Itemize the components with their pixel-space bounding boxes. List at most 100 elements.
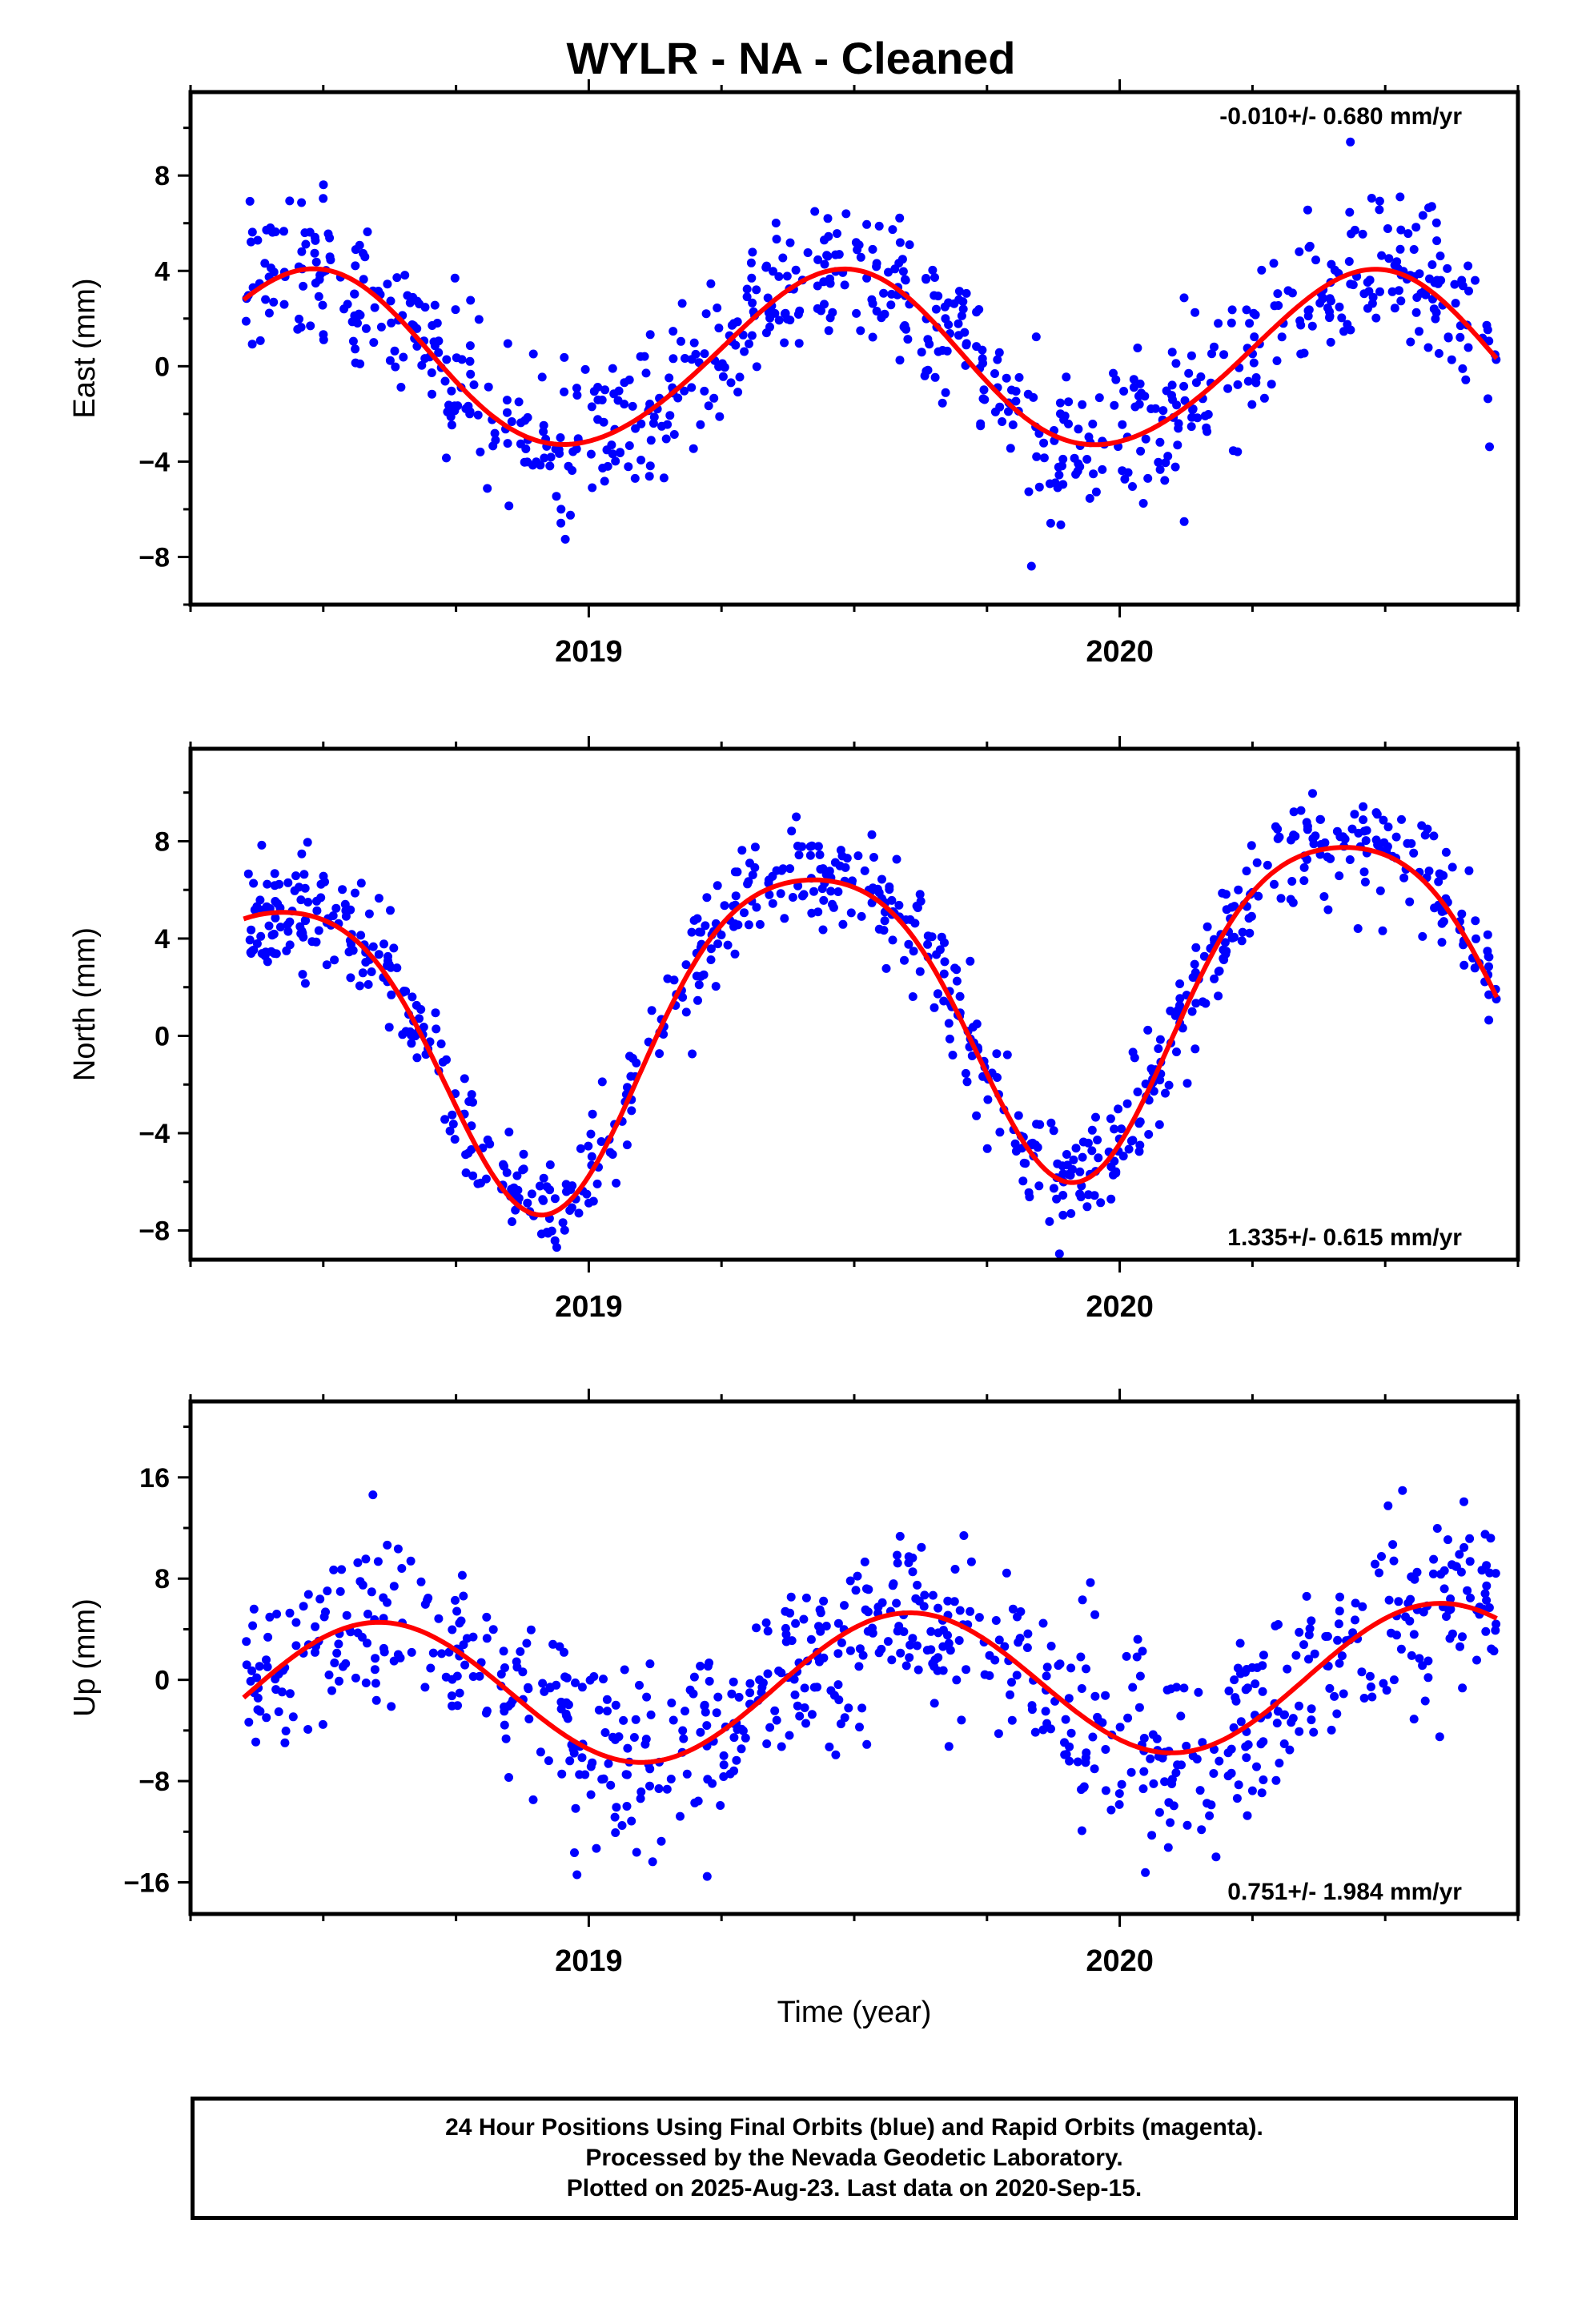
data-point <box>645 1781 654 1791</box>
data-point <box>836 846 845 855</box>
data-point <box>1409 245 1419 254</box>
data-point <box>1111 1168 1121 1178</box>
data-point <box>719 1760 729 1770</box>
data-point <box>526 1625 536 1634</box>
data-point <box>296 929 306 939</box>
data-point <box>1415 1654 1424 1663</box>
data-point <box>1249 358 1259 368</box>
data-point <box>1219 350 1229 360</box>
data-point <box>669 1715 678 1725</box>
data-point <box>600 385 610 395</box>
data-point <box>430 300 440 310</box>
data-point <box>700 386 709 396</box>
data-point <box>781 1606 790 1616</box>
data-point <box>1096 1198 1106 1208</box>
data-point <box>539 420 548 430</box>
data-point <box>833 887 843 896</box>
data-point <box>656 1836 666 1846</box>
data-point <box>536 1747 545 1757</box>
data-point <box>297 247 307 256</box>
data-point <box>1299 876 1309 886</box>
data-point <box>460 1660 470 1670</box>
data-point <box>1061 1715 1070 1724</box>
data-point <box>483 484 492 493</box>
data-point <box>838 919 848 929</box>
data-point <box>952 965 962 975</box>
data-point <box>1075 1167 1085 1176</box>
data-point <box>603 1707 612 1716</box>
data-point <box>599 1675 608 1684</box>
data-point <box>303 1590 313 1599</box>
data-point <box>937 932 946 942</box>
data-point <box>315 275 324 284</box>
data-point <box>983 1095 993 1104</box>
data-point <box>990 1655 1000 1665</box>
data-point <box>1434 348 1443 358</box>
data-point <box>248 1621 258 1630</box>
data-point <box>636 1787 646 1796</box>
data-point <box>1110 1124 1119 1134</box>
data-point <box>1250 332 1259 342</box>
data-point <box>700 349 709 359</box>
data-point <box>1435 1732 1444 1742</box>
data-point <box>1233 380 1243 389</box>
data-point <box>1062 1160 1072 1170</box>
data-point <box>1272 1719 1282 1728</box>
data-point <box>1415 269 1424 279</box>
data-point <box>353 1558 363 1567</box>
data-point <box>752 285 761 295</box>
data-point <box>774 316 784 325</box>
data-point <box>1198 1738 1207 1747</box>
data-point <box>1238 927 1247 937</box>
data-point <box>636 419 646 428</box>
data-point <box>782 271 792 281</box>
data-point <box>967 1051 977 1060</box>
data-point <box>1179 1683 1189 1693</box>
data-point <box>1451 1562 1460 1571</box>
data-point <box>1390 304 1399 313</box>
data-point <box>459 1591 468 1601</box>
data-point <box>800 1703 809 1712</box>
data-point <box>819 1596 829 1606</box>
data-point <box>260 259 270 268</box>
data-point <box>1392 257 1402 267</box>
data-point <box>1070 453 1079 463</box>
data-point <box>789 1675 799 1684</box>
data-point <box>711 982 721 991</box>
data-point <box>507 1184 516 1194</box>
data-point <box>481 1174 491 1184</box>
data-point <box>552 1243 561 1252</box>
data-point <box>1309 839 1319 849</box>
data-point <box>900 955 909 965</box>
data-point <box>1410 1574 1419 1584</box>
data-point <box>1271 1775 1281 1785</box>
data-point <box>448 1701 457 1711</box>
up-axis-label: Up (mm) <box>68 1598 102 1717</box>
data-point <box>386 296 396 306</box>
data-point <box>1423 343 1433 352</box>
data-point <box>1031 1140 1040 1150</box>
data-point <box>1128 1683 1138 1692</box>
data-point <box>363 1638 371 1648</box>
data-point <box>1039 438 1049 448</box>
data-point <box>765 890 774 899</box>
data-point <box>279 300 289 309</box>
data-point <box>772 235 781 244</box>
data-point <box>958 297 968 307</box>
data-point <box>1055 1659 1065 1669</box>
data-point <box>927 932 937 942</box>
data-point <box>279 227 288 236</box>
data-point <box>648 1857 657 1867</box>
data-point <box>1194 1687 1203 1697</box>
data-point <box>1175 994 1185 1003</box>
y-tick-label: −8 <box>139 542 170 573</box>
data-point <box>962 288 971 298</box>
data-point <box>719 1751 729 1760</box>
data-point <box>752 1623 761 1633</box>
data-point <box>1056 409 1065 419</box>
data-point <box>1076 1192 1086 1202</box>
data-point <box>1234 885 1243 895</box>
data-point <box>833 1680 843 1690</box>
data-point <box>588 483 597 493</box>
